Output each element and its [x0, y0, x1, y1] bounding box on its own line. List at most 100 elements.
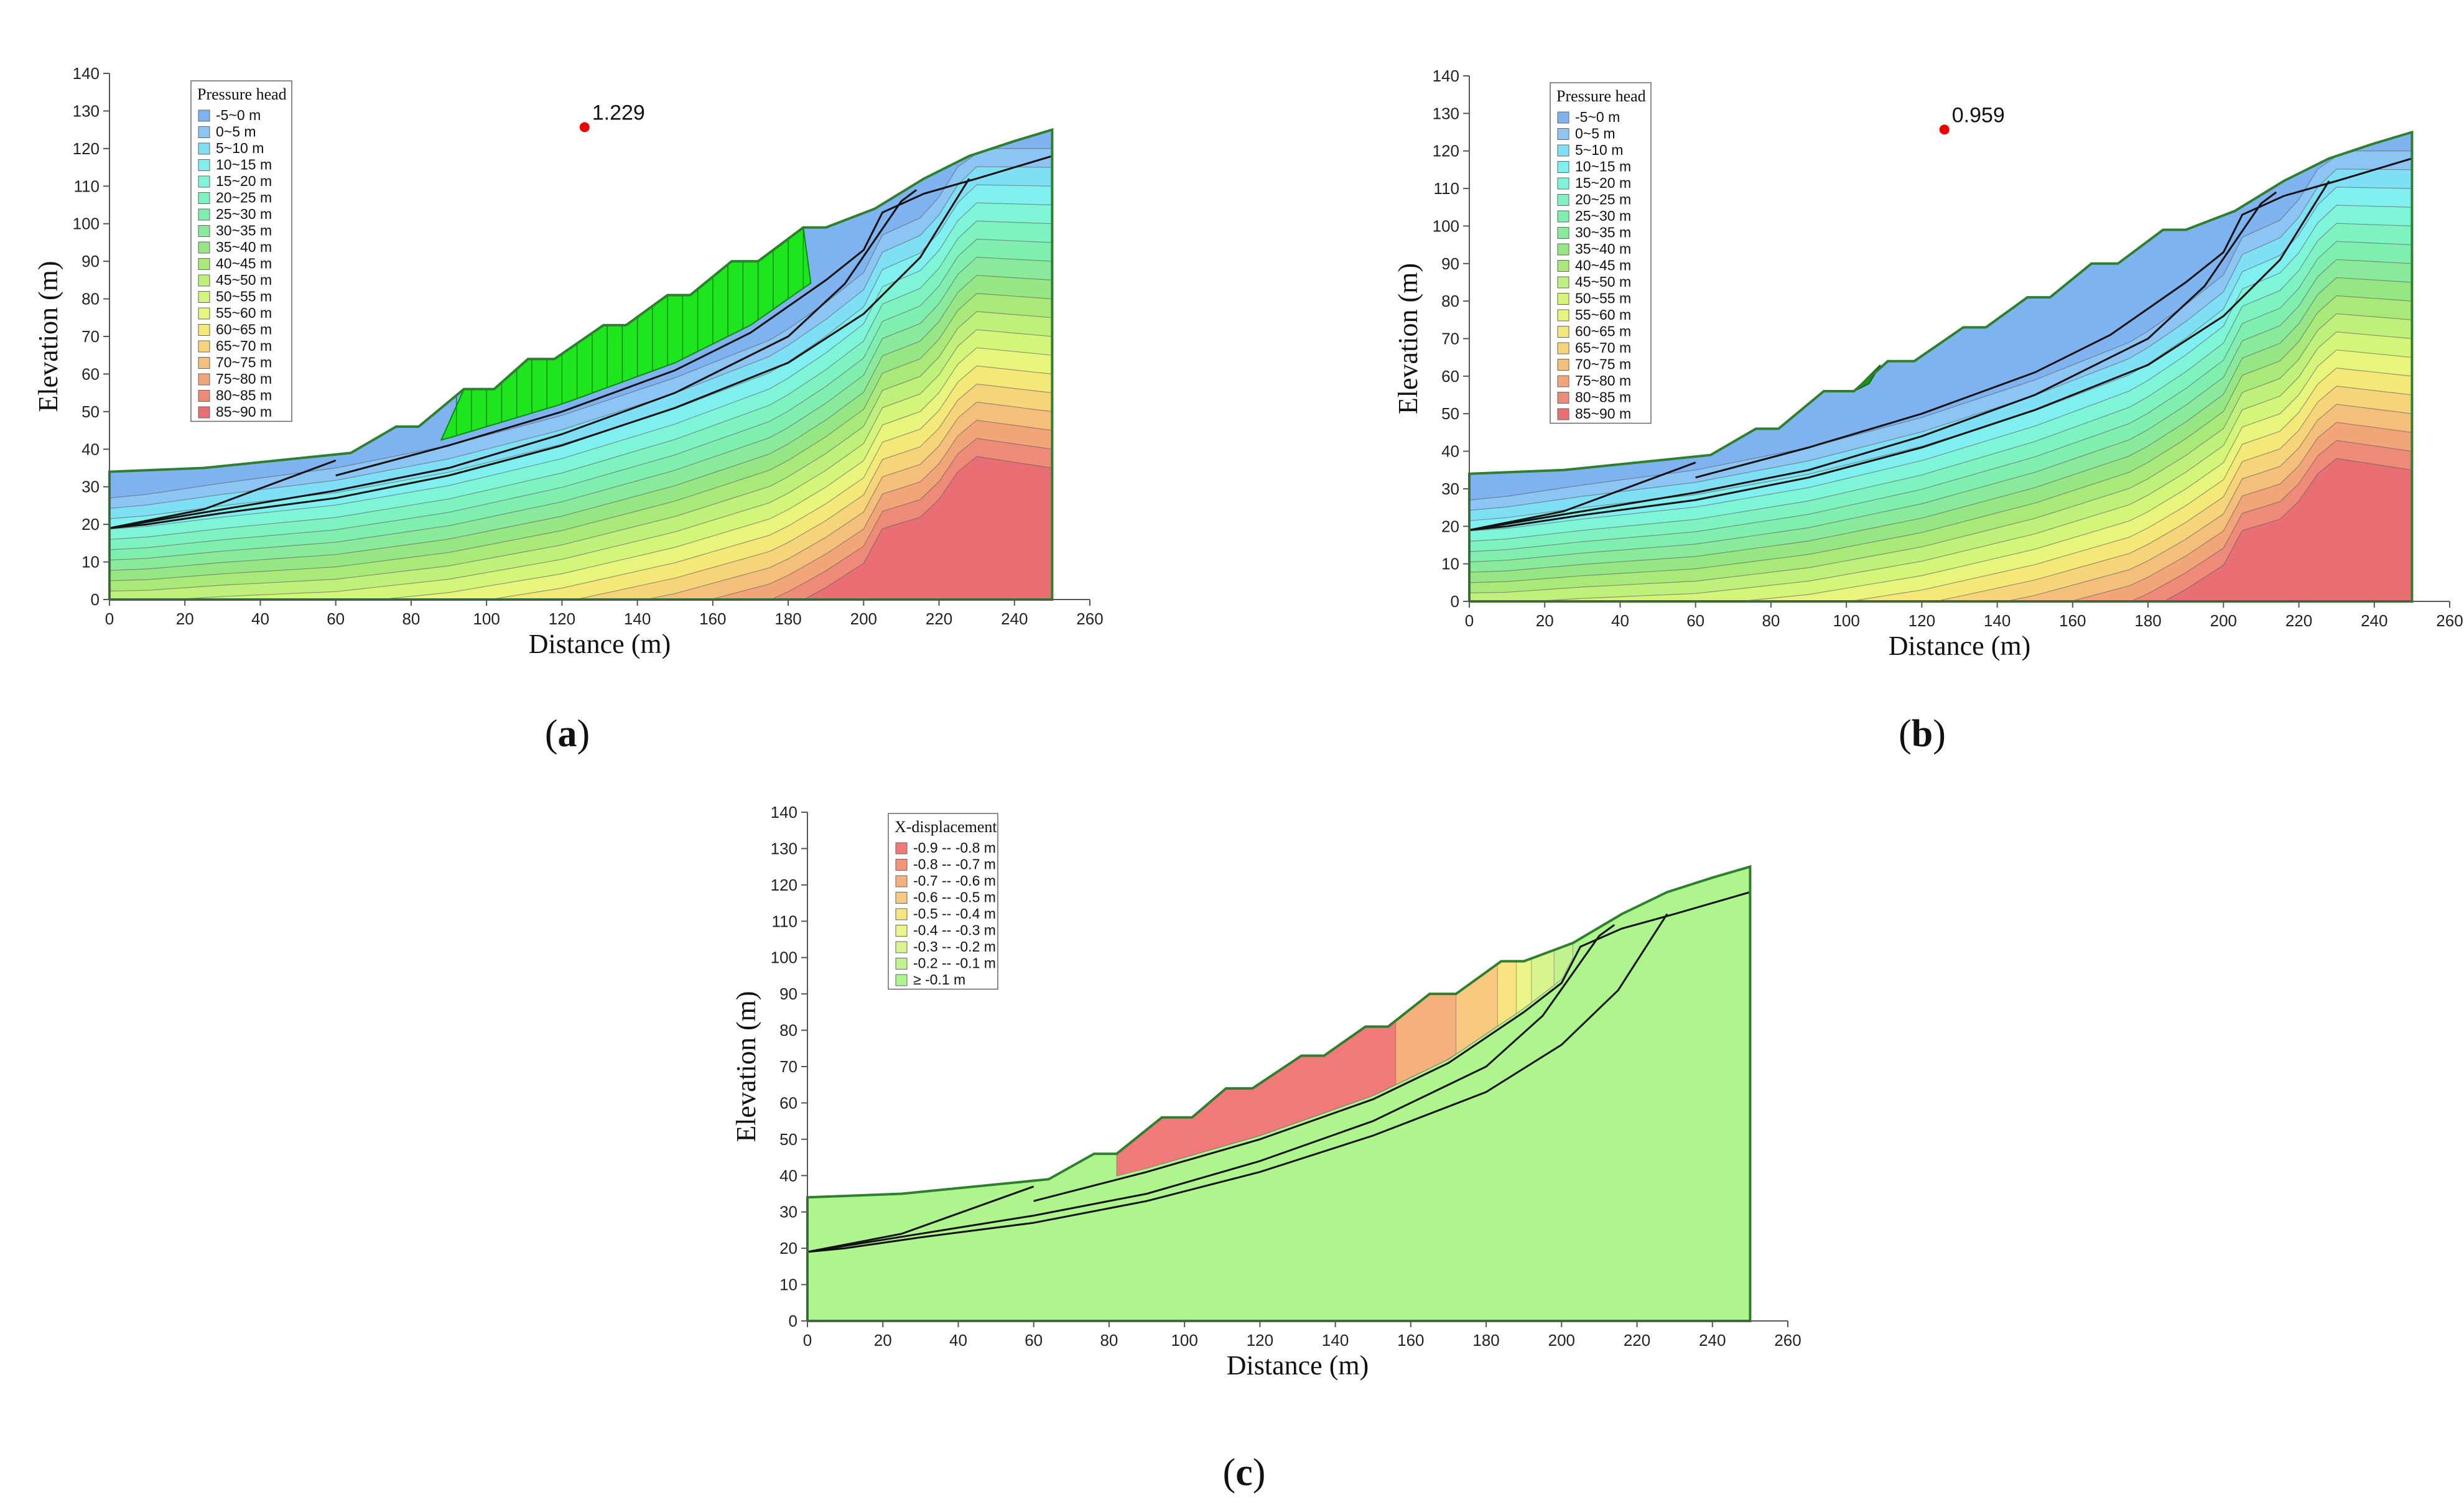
slope-outline [806, 864, 1752, 1322]
x-tick-label: 220 [926, 609, 952, 628]
lower-interface [807, 924, 1616, 1253]
x-axis-label: Distance (m) [1889, 631, 2030, 661]
legend-title: Pressure head [197, 85, 287, 103]
x-axis-label: Distance (m) [529, 629, 671, 659]
legend-label: 5~10 m [216, 140, 264, 156]
y-tick-label: 90 [1441, 254, 1459, 273]
legend-swatch [895, 941, 908, 953]
legend-label: 75~80 m [216, 371, 272, 387]
legend-swatch [1557, 161, 1569, 173]
fos-marker [579, 122, 590, 132]
factor-of-safety-value: 0.959 [1952, 103, 2005, 127]
legend: Pressure head -5~0 m0~5 m5~10 m10~15 m15… [190, 80, 292, 422]
legend-label: 60~65 m [1575, 323, 1631, 340]
legend-swatch [895, 925, 908, 937]
legend-swatch [198, 126, 210, 138]
y-tick-label: 70 [1441, 330, 1459, 348]
legend-title: X-displacement [895, 818, 997, 836]
y-tick-label: 130 [73, 101, 100, 120]
axes: 0 20 40 60 80 100 120 140 160 180 200 220 240 260 0 10 2… [771, 803, 1802, 1350]
pressure-head-bands [109, 129, 1053, 600]
legend-swatch [1557, 375, 1569, 387]
x-tick-label: 80 [1762, 611, 1780, 630]
pressure-band [109, 438, 1053, 600]
legend-swatch [1557, 276, 1569, 289]
panel-b-chart: 0 20 40 60 80 100 120 140 160 180 200 220 240 260 0 10 2… [1393, 67, 2463, 755]
y-tick-label: 10 [81, 553, 100, 572]
x-tick-label: 140 [1984, 611, 2011, 630]
y-tick-label: 60 [779, 1093, 797, 1112]
x-tick-label: 140 [624, 609, 651, 628]
legend-title: Pressure head [1556, 87, 1646, 105]
legend-label: 60~65 m [216, 322, 272, 338]
legend-items: -5~0 m0~5 m5~10 m10~15 m15~20 m20~25 m25… [1557, 109, 1631, 422]
legend-swatch [1557, 260, 1569, 272]
y-tick-label: 0 [91, 590, 100, 609]
y-tick-label: 80 [1441, 292, 1459, 310]
legend-label: -5~0 m [1575, 109, 1620, 125]
y-tick-label: 40 [779, 1166, 797, 1185]
x-tick-label: 40 [251, 609, 269, 628]
x-tick-label: 220 [1624, 1331, 1650, 1350]
legend-label: 70~75 m [1575, 356, 1631, 373]
bedrock-boundary [1469, 180, 2330, 531]
factor-of-safety-value: 1.229 [592, 101, 645, 124]
panel-label-b: (b) [1899, 713, 1946, 755]
upper-interface [1033, 891, 1750, 1202]
legend-label: 55~60 m [1575, 307, 1631, 323]
legend-items: -0.9 -- -0.8 m-0.8 -- -0.7 m-0.7 -- -0.6… [895, 840, 996, 988]
slope-outline [108, 127, 1054, 601]
legend-label: 10~15 m [1575, 159, 1631, 175]
legend-swatch [198, 340, 210, 353]
y-tick-label: 50 [1441, 404, 1459, 423]
legend-swatch [198, 274, 210, 287]
layer-boundaries [807, 891, 1750, 1253]
legend-swatch [198, 208, 210, 221]
legend-label: 15~20 m [216, 173, 272, 189]
legend-label: -5~0 m [216, 107, 261, 123]
x-tick-label: 240 [1699, 1331, 1726, 1350]
x-tick-label: 0 [803, 1331, 812, 1350]
legend-swatch [198, 225, 210, 237]
y-tick-label: 100 [1433, 216, 1459, 235]
upper-interface [1695, 157, 2412, 479]
x-tick-label: 60 [327, 609, 345, 628]
bedrock-boundary [109, 178, 970, 529]
y-tick-label: 30 [779, 1203, 797, 1221]
panel-letter: c [1235, 1452, 1253, 1494]
legend-swatch [198, 175, 210, 188]
x-tick-label: 20 [1536, 611, 1554, 630]
y-tick-label: 50 [779, 1130, 797, 1149]
x-tick-label: 60 [1686, 611, 1704, 630]
legend-items: -5~0 m0~5 m5~10 m10~15 m15~20 m20~25 m25… [198, 107, 272, 420]
y-tick-label: 110 [74, 177, 100, 195]
y-tick-label: 140 [771, 803, 797, 822]
legend-label: -0.5 -- -0.4 m [913, 906, 996, 922]
y-tick-label: 60 [1441, 367, 1459, 386]
x-tick-label: 0 [1465, 611, 1474, 630]
x-tick-label: 200 [1548, 1331, 1575, 1350]
legend-label: 70~75 m [216, 354, 272, 371]
legend-swatch [1557, 309, 1569, 322]
x-tick-label: 160 [1397, 1331, 1424, 1350]
y-tick-label: 130 [771, 839, 797, 858]
x-tick-label: 80 [402, 609, 420, 628]
legend-swatch [895, 842, 908, 855]
legend-swatch [198, 258, 210, 270]
legend-label: 40~45 m [1575, 257, 1631, 274]
legend-swatch [1557, 210, 1569, 223]
legend-label: 0~5 m [1575, 126, 1616, 142]
x-tick-label: 100 [1833, 611, 1859, 630]
y-tick-label: 10 [1441, 555, 1459, 573]
upper-interface [335, 155, 1053, 477]
y-tick-label: 60 [81, 364, 100, 383]
slope-outline [1468, 130, 2414, 603]
legend-swatch [895, 875, 908, 887]
y-axis-label: Elevation (m) [1393, 263, 1423, 414]
legend-label: -0.6 -- -0.5 m [913, 889, 996, 906]
legend-swatch [198, 307, 210, 320]
legend: X-displacement -0.9 -- -0.8 m-0.8 -- -0.… [888, 813, 998, 990]
x-tick-label: 180 [774, 609, 801, 628]
panel-label-c: (c) [1223, 1452, 1266, 1494]
